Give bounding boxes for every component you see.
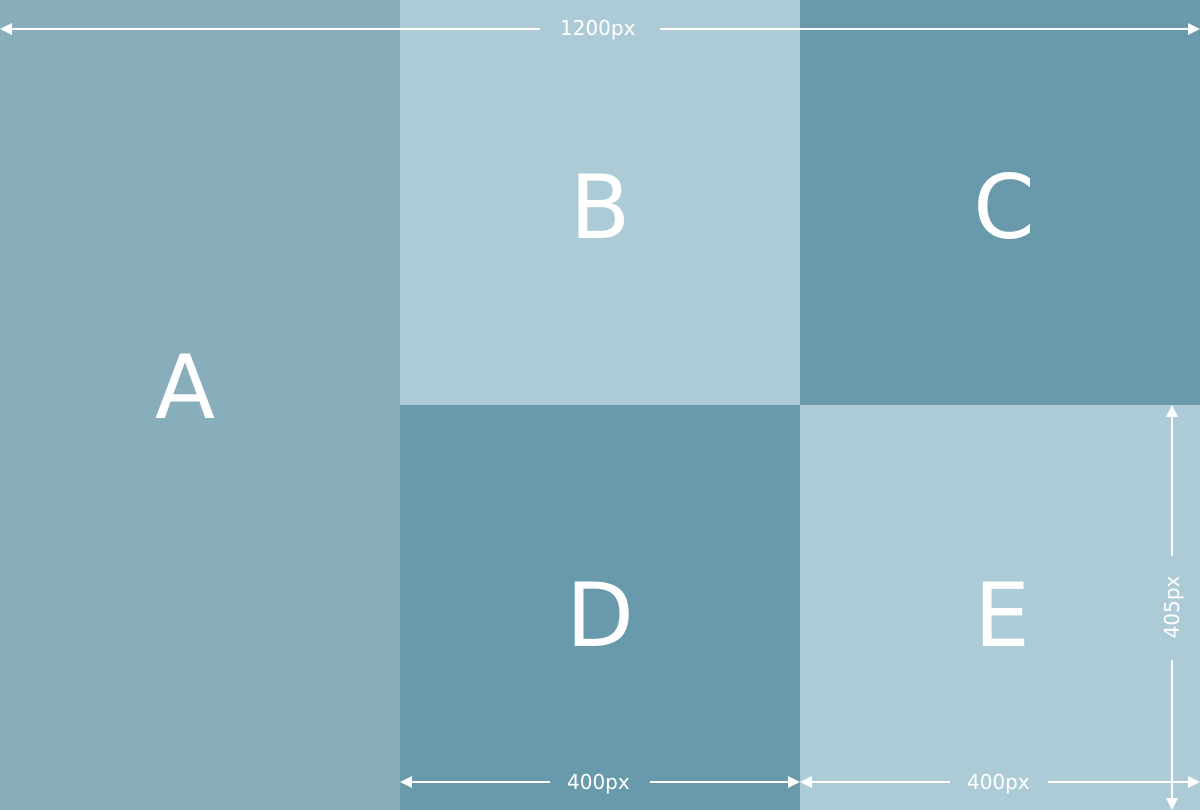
tile-a: A bbox=[0, 0, 400, 810]
tile-e-label: E bbox=[974, 563, 1030, 667]
tile-c: C bbox=[800, 0, 1200, 405]
tile-e: E bbox=[800, 405, 1200, 810]
total-width-label: 1200px bbox=[560, 16, 636, 40]
tile-e-height-label: 405px bbox=[1160, 575, 1184, 639]
tile-d-width-label: 400px bbox=[567, 770, 630, 794]
tile-b-label: B bbox=[569, 155, 631, 259]
tile-e-width-label: 400px bbox=[967, 770, 1030, 794]
tile-d-label: D bbox=[566, 563, 634, 667]
tile-c-label: C bbox=[973, 155, 1035, 259]
tile-d: D bbox=[400, 405, 800, 810]
tile-a-label: A bbox=[154, 336, 216, 439]
tile-b: B bbox=[400, 0, 800, 405]
